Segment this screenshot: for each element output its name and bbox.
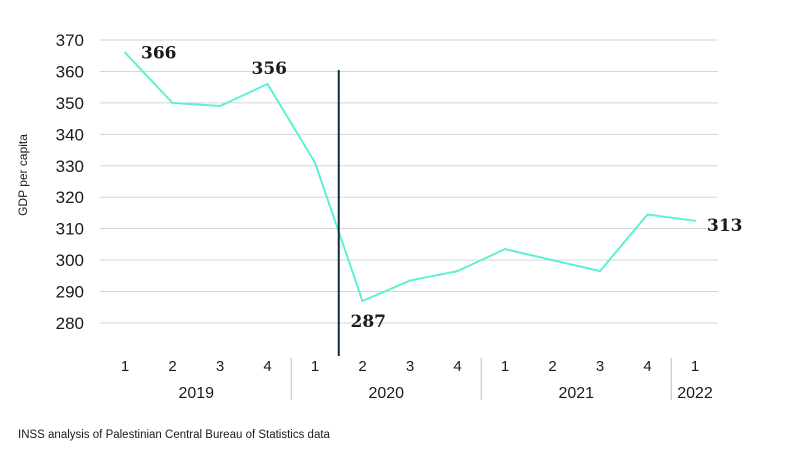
data-point [219, 105, 221, 108]
gdp-series-line [124, 51, 696, 302]
y-tick-label: 290 [56, 283, 84, 302]
data-point [314, 161, 316, 164]
y-tick-label: 320 [56, 188, 84, 207]
data-label: 313 [707, 216, 743, 236]
data-point [409, 279, 411, 282]
x-tick-label: 3 [406, 358, 414, 375]
y-tick-label: 280 [56, 314, 84, 333]
source-note: INSS analysis of Palestinian Central Bur… [18, 429, 330, 441]
y-tick-label: 300 [56, 251, 84, 270]
x-tick-label: 4 [643, 358, 651, 375]
data-point [361, 299, 364, 302]
data-point [124, 51, 126, 54]
gridlines [100, 39, 718, 324]
year-label: 2019 [178, 385, 214, 402]
data-point [266, 83, 269, 86]
data-point [456, 270, 459, 273]
data-labels: 366 356 287 313 [141, 44, 743, 332]
x-tick-label: 3 [216, 358, 224, 375]
x-tick-label: 2 [548, 358, 556, 375]
year-label: 2021 [558, 385, 594, 402]
x-tick-label: 1 [121, 358, 129, 375]
y-tick-label: 330 [56, 157, 84, 176]
data-point [599, 270, 601, 273]
data-point [694, 219, 696, 222]
y-tick-label: 350 [56, 94, 84, 113]
data-label: 356 [252, 59, 288, 79]
y-axis-label: GDP per capita [16, 134, 30, 216]
data-label: 366 [141, 44, 177, 64]
x-tick-label: 4 [453, 358, 461, 375]
x-tick-label: 1 [311, 358, 319, 375]
year-label: 2022 [677, 385, 713, 402]
y-tick-label: 360 [56, 62, 84, 81]
x-tick-label: 2 [168, 358, 176, 375]
year-label: 2020 [368, 385, 404, 402]
data-point [551, 259, 554, 262]
x-tick-label: 3 [596, 358, 604, 375]
data-point [171, 101, 174, 104]
y-tick-label: 340 [56, 125, 84, 144]
series-line [124, 51, 696, 302]
data-point [504, 248, 506, 251]
x-axis: 1 2 3 4 1 2 3 4 1 2 3 4 1 2019 2020 2021 2022 [121, 358, 713, 402]
x-tick-label: 1 [501, 358, 509, 375]
data-label: 287 [351, 312, 387, 332]
y-tick-label: 310 [56, 220, 84, 239]
x-tick-label: 4 [263, 358, 271, 375]
y-tick-label: 370 [56, 31, 84, 50]
x-tick-label: 2 [358, 358, 366, 375]
x-tick-label: 1 [691, 358, 699, 375]
y-axis: 280 290 300 310 320 330 340 350 360 370 [56, 31, 84, 333]
data-point [646, 213, 649, 216]
